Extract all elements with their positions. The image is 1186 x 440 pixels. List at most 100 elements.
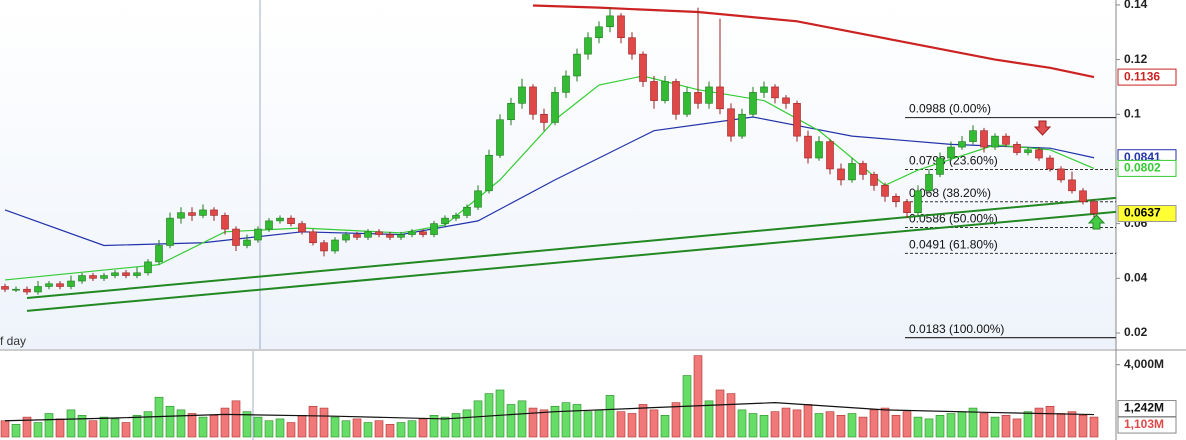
candle-body xyxy=(716,86,724,110)
fib-label: 0.0491 (61.80%) xyxy=(909,238,998,252)
volume-bar xyxy=(869,409,879,438)
volume-bar xyxy=(121,422,131,438)
value-tag-label: 0.0802 xyxy=(1124,161,1161,175)
volume-bar xyxy=(1089,416,1099,438)
candle-body xyxy=(562,75,570,93)
volume-bar xyxy=(594,409,604,438)
volume-bar xyxy=(341,420,351,438)
volume-bar xyxy=(858,416,868,438)
candle-body xyxy=(155,245,163,263)
candle-body xyxy=(958,141,966,148)
candle-body xyxy=(947,146,955,159)
candle-body xyxy=(386,234,394,238)
trendline xyxy=(26,196,1117,299)
candle-body xyxy=(507,103,515,121)
candle-body xyxy=(1079,190,1087,203)
candle-body xyxy=(694,92,702,104)
volume-bar xyxy=(1045,405,1055,438)
volume-bar xyxy=(528,407,538,438)
candle-body xyxy=(1002,135,1010,145)
candle-body xyxy=(782,97,790,104)
volume-bar xyxy=(319,407,329,438)
candle-body xyxy=(408,231,416,235)
volume-bar xyxy=(418,418,428,438)
candle-body xyxy=(111,272,119,276)
y-tick-label: 4,000M xyxy=(1124,357,1164,371)
candle-body xyxy=(870,174,878,186)
candle-body xyxy=(1057,168,1065,181)
volume-bar xyxy=(330,416,340,438)
volume-bar xyxy=(165,405,175,438)
candle-body xyxy=(606,15,614,28)
candle-body xyxy=(1046,157,1054,170)
candle-body xyxy=(848,163,856,181)
candle-body xyxy=(342,234,350,241)
volume-bar xyxy=(825,411,835,438)
candle-body xyxy=(903,201,911,213)
fib-label: 0.0988 (0.00%) xyxy=(909,102,991,116)
candle-body xyxy=(573,53,581,77)
candle-body xyxy=(485,154,493,192)
volume-bar xyxy=(693,355,703,438)
sell-arrow xyxy=(1033,120,1052,136)
volume-bar xyxy=(22,416,32,438)
candle-body xyxy=(320,242,328,252)
candle-body xyxy=(254,228,262,241)
volume-bar xyxy=(979,413,989,438)
candle-body xyxy=(683,92,691,115)
candle-body xyxy=(760,86,768,93)
value-tag xyxy=(1117,68,1177,86)
volume-bar xyxy=(495,389,505,438)
candle-body xyxy=(1,286,9,290)
volume-bar xyxy=(297,414,307,438)
volume-bar xyxy=(396,422,406,438)
volume-bar xyxy=(132,414,142,438)
volume-bar xyxy=(770,411,780,438)
candle-body xyxy=(991,135,999,148)
volume-bar xyxy=(55,418,65,438)
candle-body xyxy=(375,231,383,235)
value-tag xyxy=(1117,159,1177,177)
candle-body xyxy=(826,141,834,170)
candle-body xyxy=(474,190,482,208)
volume-bar xyxy=(209,414,219,438)
volume-bar xyxy=(671,402,681,438)
candle-body xyxy=(705,86,713,104)
candle-body xyxy=(496,119,504,156)
volume-bar xyxy=(363,422,373,438)
volume-bar xyxy=(407,420,417,438)
plot-layer: 0.020.040.060.080.10.120.144,000M0.0988 … xyxy=(0,0,1164,438)
period-label: f day xyxy=(0,334,26,348)
candle-body xyxy=(12,288,20,291)
candle-body xyxy=(804,135,812,159)
volume-bar xyxy=(957,411,967,438)
candle-body xyxy=(617,15,625,39)
volume-bar xyxy=(517,400,527,438)
volume-bar xyxy=(638,404,648,438)
volume-bar xyxy=(33,422,43,438)
volume-bar xyxy=(143,411,153,438)
candle-body xyxy=(672,81,680,115)
volume-bar xyxy=(0,420,10,438)
candle-body xyxy=(221,215,229,230)
y-tick-label: 0.12 xyxy=(1124,52,1148,66)
volume-bar xyxy=(110,418,120,438)
volume-bar xyxy=(473,400,483,438)
volume-bar xyxy=(902,411,912,438)
candle-body xyxy=(914,190,922,213)
candle-body xyxy=(584,37,592,55)
volume-bar xyxy=(990,416,1000,438)
candle-body xyxy=(859,163,867,175)
value-tag xyxy=(1117,205,1177,223)
volume-bar xyxy=(924,418,934,438)
volume-bar xyxy=(803,404,813,438)
volume-bar xyxy=(286,422,296,438)
y-tick-label: 0.14 xyxy=(1124,0,1148,11)
volume-bar xyxy=(451,413,461,438)
volume-bar xyxy=(572,404,582,438)
candle-body xyxy=(166,217,174,246)
candle-body xyxy=(276,217,284,222)
candle-body xyxy=(628,37,636,55)
